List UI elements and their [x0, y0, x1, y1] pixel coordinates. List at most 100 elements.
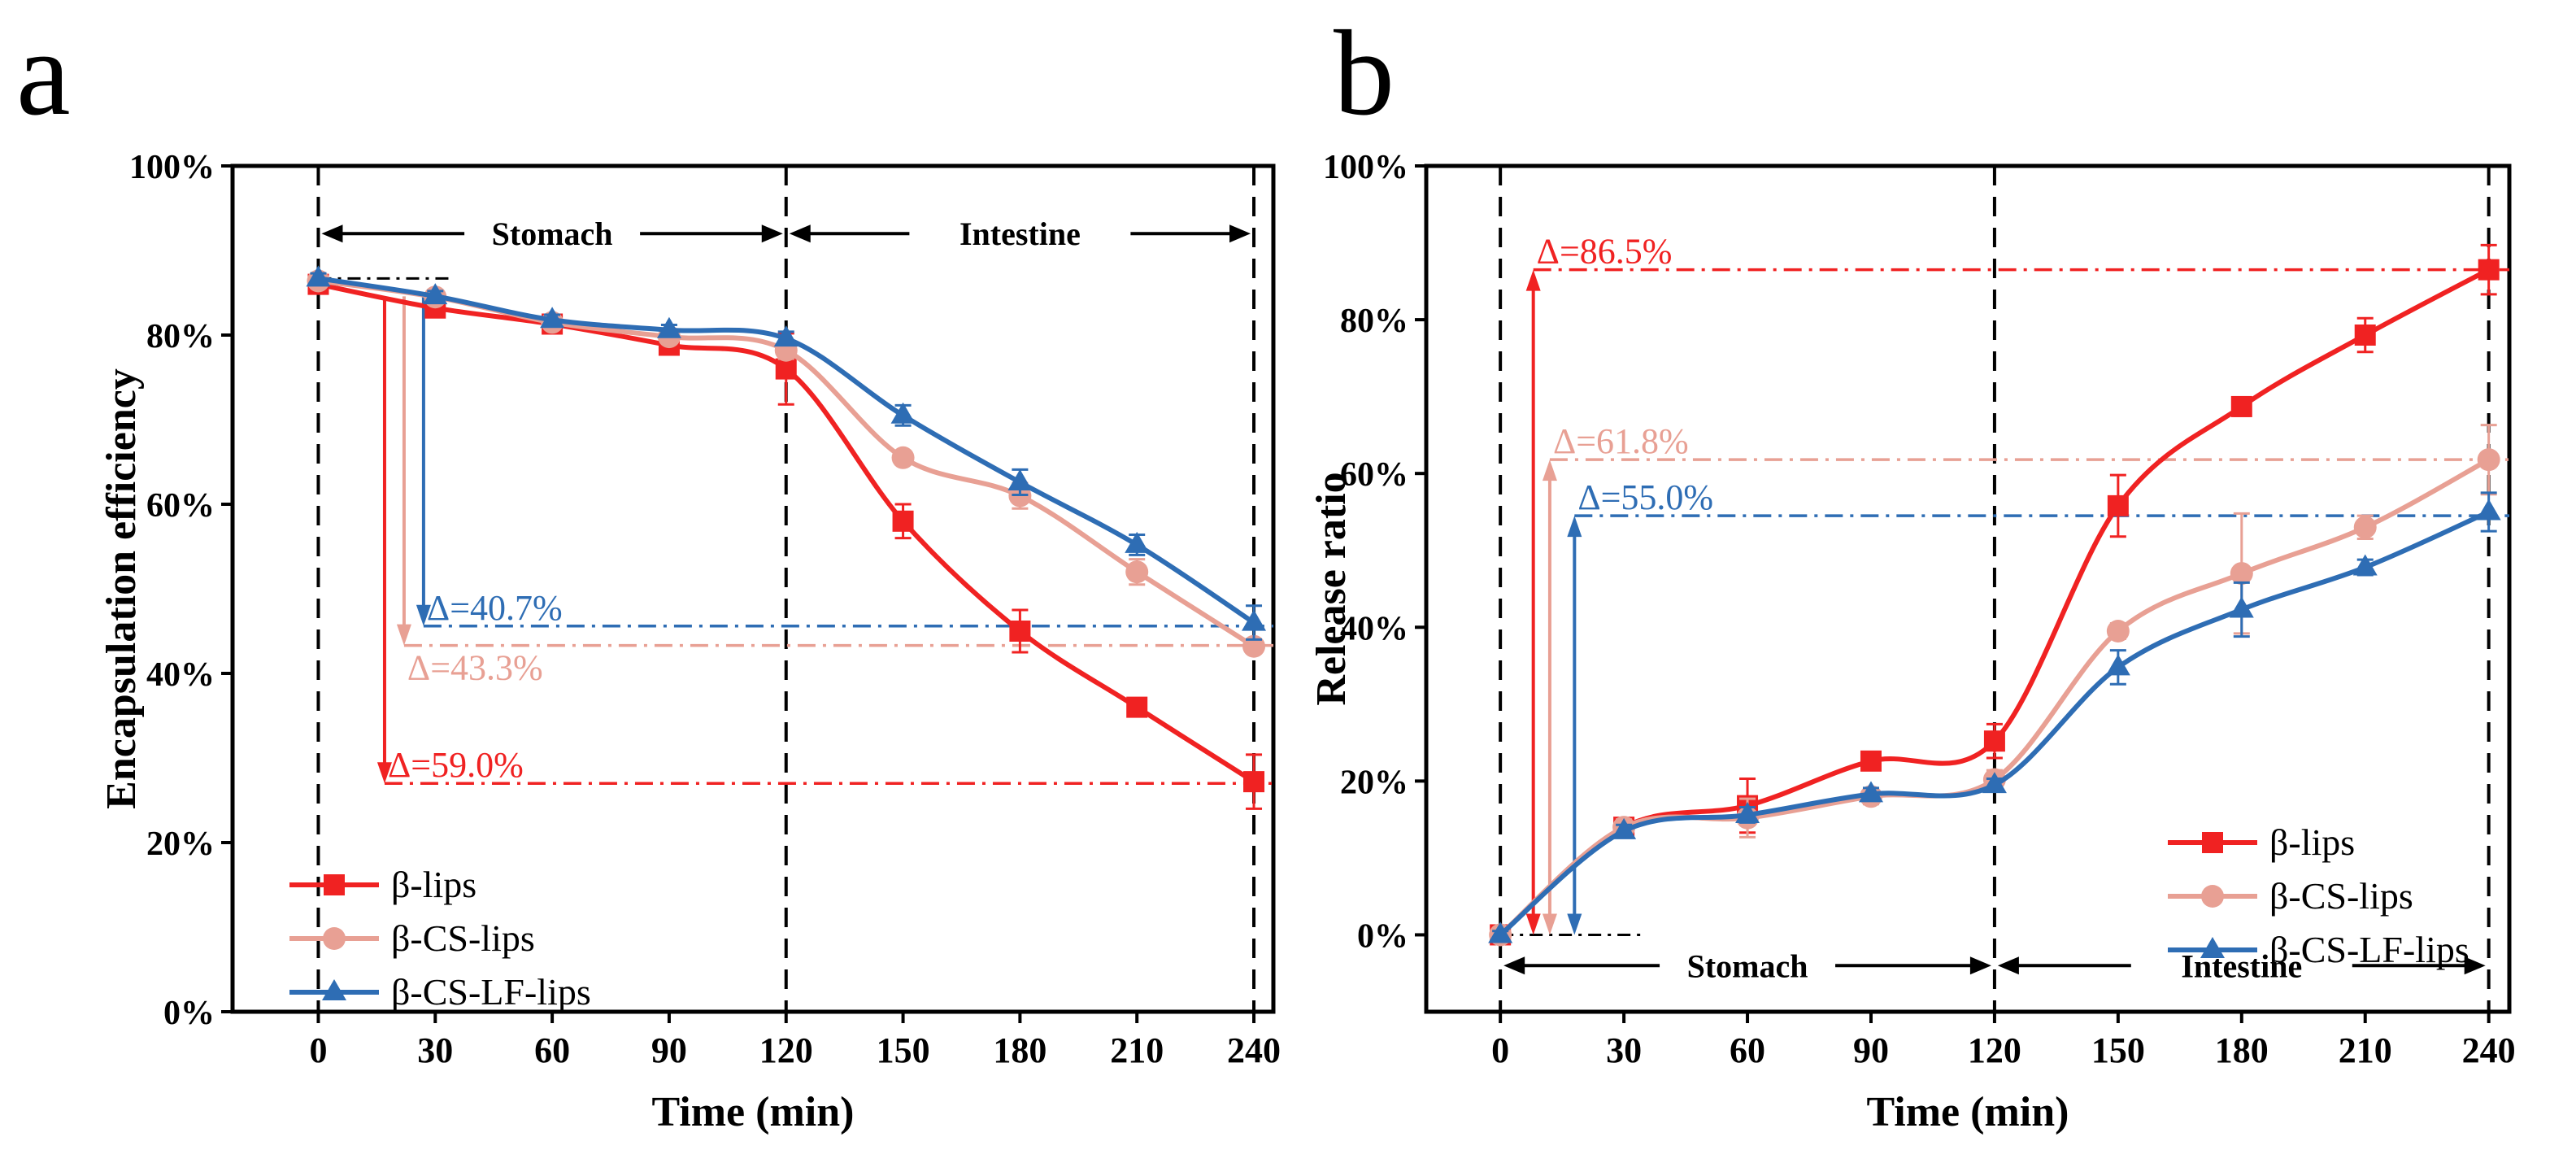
- x-tick-label: 150: [2091, 1030, 2145, 1070]
- series-β-CS-LF-lips: [306, 265, 1267, 641]
- series-line: [1499, 267, 2491, 937]
- delta-arrowhead-icon: [1542, 913, 1557, 935]
- data-point: [2229, 596, 2254, 618]
- x-tick-label: 30: [417, 1030, 453, 1070]
- x-tick-label: 120: [759, 1030, 813, 1070]
- delta-arrowhead-icon: [376, 762, 392, 784]
- phase-label: Stomach: [492, 216, 613, 252]
- delta-arrowhead-icon: [1542, 460, 1557, 481]
- data-point: [1242, 609, 1267, 631]
- series-β-CS-LF-lips: [1488, 491, 2501, 943]
- legend-label: β-lips: [391, 864, 476, 905]
- x-tick-label: 210: [2339, 1030, 2392, 1070]
- y-tick-label: 20%: [1340, 764, 1408, 801]
- data-point: [2354, 325, 2376, 346]
- x-tick-label: 150: [877, 1030, 930, 1070]
- panel-label-a: a: [16, 6, 71, 141]
- panel-label-b: b: [1334, 6, 1395, 141]
- data-point: [1007, 468, 1033, 490]
- legend-marker-icon: [324, 874, 345, 895]
- x-tick-label: 180: [2215, 1030, 2269, 1070]
- x-tick-label: 240: [1227, 1030, 1281, 1070]
- arrowhead-left-icon: [321, 224, 343, 243]
- x-tick-label: 60: [1730, 1030, 1765, 1070]
- delta-label: Δ=40.7%: [427, 588, 563, 628]
- data-point: [1983, 730, 2005, 752]
- data-point: [1126, 696, 1148, 718]
- data-point: [890, 402, 916, 424]
- delta-arrowhead-icon: [1567, 913, 1582, 935]
- y-tick-label: 20%: [146, 825, 215, 863]
- x-tick-label: 0: [1491, 1030, 1509, 1070]
- y-tick-label: 100%: [1323, 149, 1408, 186]
- data-point: [891, 446, 915, 469]
- delta-arrowhead-icon: [1567, 516, 1582, 538]
- data-point: [2477, 448, 2500, 472]
- arrowhead-right-icon: [1229, 224, 1251, 243]
- y-tick-label: 80%: [146, 318, 215, 355]
- legend-marker-icon: [323, 927, 346, 950]
- data-point: [2107, 494, 2129, 516]
- y-tick-label: 40%: [1340, 610, 1408, 647]
- arrowhead-left-icon: [1503, 956, 1525, 975]
- data-point: [2105, 654, 2130, 676]
- data-point: [2476, 499, 2501, 521]
- phase-label: Intestine: [2181, 947, 2302, 984]
- legend-label: β-CS-lips: [2269, 875, 2413, 917]
- plot-frame: [1424, 163, 2512, 1014]
- x-tick-label: 180: [993, 1030, 1046, 1070]
- data-point: [2478, 259, 2500, 281]
- data-point: [1735, 801, 1760, 823]
- data-point: [2353, 516, 2377, 539]
- x-tick-label: 30: [1606, 1030, 1642, 1070]
- data-point: [1125, 560, 1149, 584]
- data-point: [2352, 554, 2378, 576]
- y-axis-label: Release ratio: [1308, 472, 1355, 705]
- legend-marker-icon: [2201, 885, 2224, 908]
- arrowhead-right-icon: [1969, 956, 1991, 975]
- data-point: [1858, 781, 1883, 803]
- legend-label: β-CS-LF-lips: [2269, 929, 2469, 970]
- delta-arrowhead-icon: [1525, 269, 1541, 291]
- y-tick-label: 40%: [146, 656, 215, 694]
- y-tick-label: 100%: [129, 149, 215, 186]
- x-tick-label: 0: [309, 1030, 327, 1070]
- x-axis-label: Time (min): [652, 1089, 855, 1135]
- data-point: [775, 358, 797, 380]
- data-point: [2230, 395, 2252, 417]
- delta-label: Δ=43.3%: [407, 648, 543, 688]
- plot-frame: [230, 163, 1276, 1014]
- chart-a-encapsulation: 0 30 60 90 120 150 180 210 240 0% 20% 40% 60% 80% 100%…: [98, 149, 1281, 1135]
- y-tick-label: 80%: [1340, 303, 1408, 340]
- arrowhead-left-icon: [789, 224, 811, 243]
- data-point: [423, 283, 448, 305]
- chart-b-release: 0 30 60 90 120 150 180 210 240 0% 20% 40% 60% 80% 100%…: [1308, 149, 2516, 1135]
- arrowhead-right-icon: [761, 224, 783, 243]
- delta-arrowhead-icon: [416, 604, 431, 626]
- y-tick-label: 60%: [1340, 456, 1408, 494]
- y-tick-label: 0%: [1357, 917, 1408, 955]
- x-tick-label: 240: [2462, 1030, 2516, 1070]
- y-axis-label: Encapsulation efficiency: [98, 368, 145, 809]
- arrowhead-left-icon: [1997, 956, 2019, 975]
- legend-marker-icon: [2200, 937, 2225, 958]
- legend-label: β-lips: [2269, 821, 2355, 863]
- delta-label: Δ=55.0%: [1577, 477, 1713, 517]
- arrowhead-right-icon: [2464, 956, 2486, 975]
- delta-label: Δ=59.0%: [388, 745, 524, 785]
- x-tick-label: 210: [1110, 1030, 1164, 1070]
- phase-label: Intestine: [959, 216, 1081, 252]
- data-point: [656, 316, 681, 338]
- phase-label: Stomach: [1687, 947, 1808, 984]
- x-axis-label: Time (min): [1867, 1089, 2069, 1135]
- y-tick-label: 0%: [163, 995, 215, 1032]
- data-point: [540, 307, 565, 329]
- data-point: [1243, 771, 1265, 793]
- legend-marker-icon: [322, 979, 346, 1000]
- data-point: [773, 325, 798, 347]
- data-point: [1488, 921, 1513, 943]
- y-tick-label: 60%: [146, 487, 215, 525]
- x-tick-label: 90: [1853, 1030, 1889, 1070]
- delta-label: Δ=61.8%: [1553, 421, 1689, 461]
